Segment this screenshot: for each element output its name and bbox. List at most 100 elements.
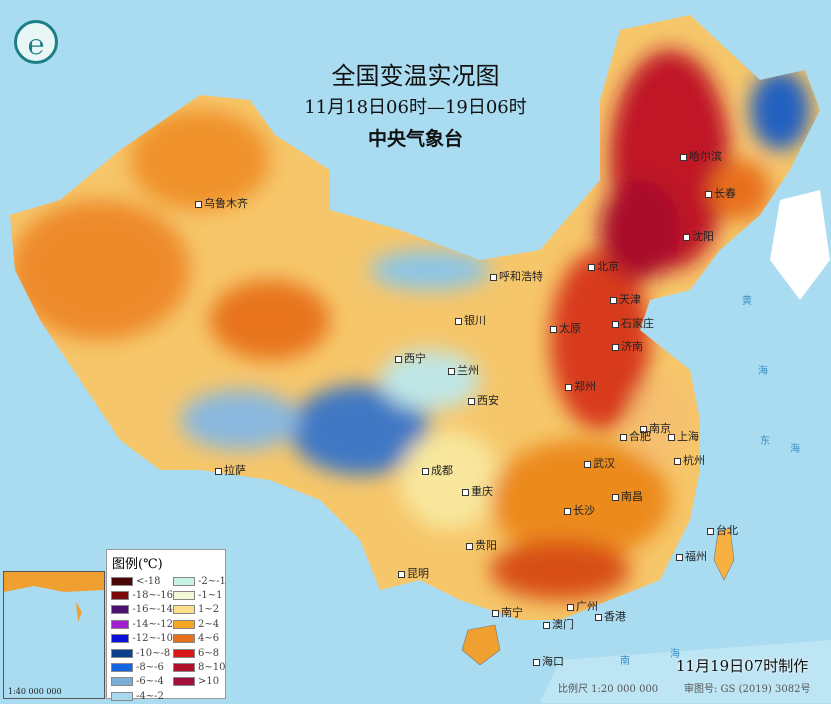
legend-item: 4~6 [173, 632, 229, 646]
city-label: 长沙 [564, 502, 595, 518]
legend-item: 1~2 [173, 603, 229, 617]
legend-item: -1~1 [173, 588, 229, 602]
legend-swatch [111, 691, 133, 701]
legend-label: 8~10 [198, 662, 226, 674]
legend-label: 2~4 [198, 618, 220, 630]
legend-swatch [173, 648, 195, 658]
agency-name: 中央气象台 [367, 128, 463, 150]
legend-label: -8~-6 [136, 662, 164, 674]
sea-label: 南 [620, 656, 630, 667]
city-label: 郑州 [565, 378, 596, 394]
city-label: 西安 [468, 392, 499, 408]
legend-label: <-18 [136, 575, 161, 587]
legend-item: -2~-1 [173, 574, 229, 588]
legend-label: 6~8 [198, 647, 220, 659]
legend-label: -10~-8 [136, 647, 171, 659]
production-time: 11月19日07时制作 [676, 657, 809, 675]
legend-label: -12~-10 [132, 633, 173, 645]
city-label: 南昌 [612, 488, 643, 504]
legend-swatch [173, 677, 195, 687]
legend-swatch [173, 605, 195, 615]
legend-item: -4~-2 [111, 689, 173, 703]
sea-label: 黄 [742, 296, 752, 307]
legend-title: 图例(℃) [112, 557, 163, 572]
legend-swatch [111, 605, 130, 615]
legend-label: -16~-14 [132, 604, 173, 616]
legend-swatch [111, 648, 133, 658]
legend-swatch [111, 619, 130, 629]
legend: 图例(℃) <-18 -18~-16 -16~-14 -14~-12 -12~-10 -1… [106, 549, 229, 702]
legend-label: 1~2 [198, 604, 220, 616]
inset-map [4, 572, 104, 622]
map-approval-number: 审图号: GS (2019) 3082号 [684, 684, 811, 695]
city-label: 长春 [705, 185, 736, 201]
city-label: 呼和浩特 [490, 268, 543, 284]
city-label: 海口 [533, 653, 564, 669]
city-label: 南宁 [492, 604, 523, 620]
legend-swatch [111, 591, 130, 601]
city-label: 武汉 [584, 455, 615, 471]
legend-swatch [111, 634, 130, 644]
inset-scale: 1:40 000 000 [8, 687, 62, 696]
legend-label: -6~-4 [136, 676, 164, 688]
city-label: 北京 [588, 258, 619, 274]
legend-swatch [173, 634, 195, 644]
city-label: 福州 [676, 548, 707, 564]
city-label: 澳门 [543, 616, 574, 632]
legend-label: -4~-2 [136, 690, 164, 702]
legend-item: -6~-4 [111, 675, 173, 689]
legend-item: -18~-16 [111, 588, 173, 602]
city-label: 石家庄 [612, 315, 654, 331]
legend-label: -18~-16 [132, 590, 173, 602]
legend-item: <-18 [111, 574, 173, 588]
city-label: 重庆 [462, 483, 493, 499]
city-label: 济南 [612, 338, 643, 354]
city-label: 广州 [567, 598, 598, 614]
map-subtitle: 11月18日06时—19日06时 [304, 97, 527, 118]
legend-label: -1~1 [198, 590, 223, 602]
legend-swatch [173, 663, 195, 673]
city-label: 银川 [455, 312, 486, 328]
city-label: 沈阳 [683, 228, 714, 244]
legend-item: -8~-6 [111, 660, 173, 674]
legend-item: -16~-14 [111, 603, 173, 617]
legend-label: 4~6 [198, 633, 220, 645]
legend-item: 8~10 [173, 660, 229, 674]
city-label: 合肥 [620, 428, 651, 444]
city-label: 太原 [550, 320, 581, 336]
city-label: 拉萨 [215, 462, 246, 478]
city-label: 西宁 [395, 350, 426, 366]
legend-item: >10 [173, 675, 229, 689]
cma-logo-icon: ℮ [14, 20, 58, 64]
city-label: 台北 [707, 522, 738, 538]
legend-label: -14~-12 [132, 618, 173, 630]
city-label: 香港 [595, 608, 626, 624]
city-label: 成都 [422, 462, 453, 478]
legend-item: -12~-10 [111, 632, 173, 646]
city-label: 天津 [610, 291, 641, 307]
city-label: 兰州 [448, 362, 479, 378]
legend-swatch [111, 576, 133, 586]
legend-label: -2~-1 [198, 575, 226, 587]
legend-swatch [111, 663, 133, 673]
legend-item: 2~4 [173, 617, 229, 631]
legend-item: 6~8 [173, 646, 229, 660]
city-label: 南京 [640, 420, 671, 436]
map-title: 全国变温实况图 [331, 62, 500, 90]
sea-label: 海 [758, 366, 768, 377]
map-scale: 比例尺 1:20 000 000 [558, 684, 659, 695]
city-label: 杭州 [674, 452, 705, 468]
legend-swatch [173, 576, 195, 586]
legend-item: -10~-8 [111, 646, 173, 660]
city-label: 贵阳 [466, 537, 497, 553]
city-label: 昆明 [398, 565, 429, 581]
legend-item: -14~-12 [111, 617, 173, 631]
sea-label: 东 [760, 436, 770, 447]
south-china-sea-inset: 1:40 000 000 [3, 571, 105, 699]
city-label: 哈尔滨 [680, 148, 722, 164]
sea-label: 海 [790, 444, 800, 455]
city-label: 上海 [668, 428, 699, 444]
legend-label: >10 [198, 676, 220, 688]
city-label: 乌鲁木齐 [195, 195, 248, 211]
